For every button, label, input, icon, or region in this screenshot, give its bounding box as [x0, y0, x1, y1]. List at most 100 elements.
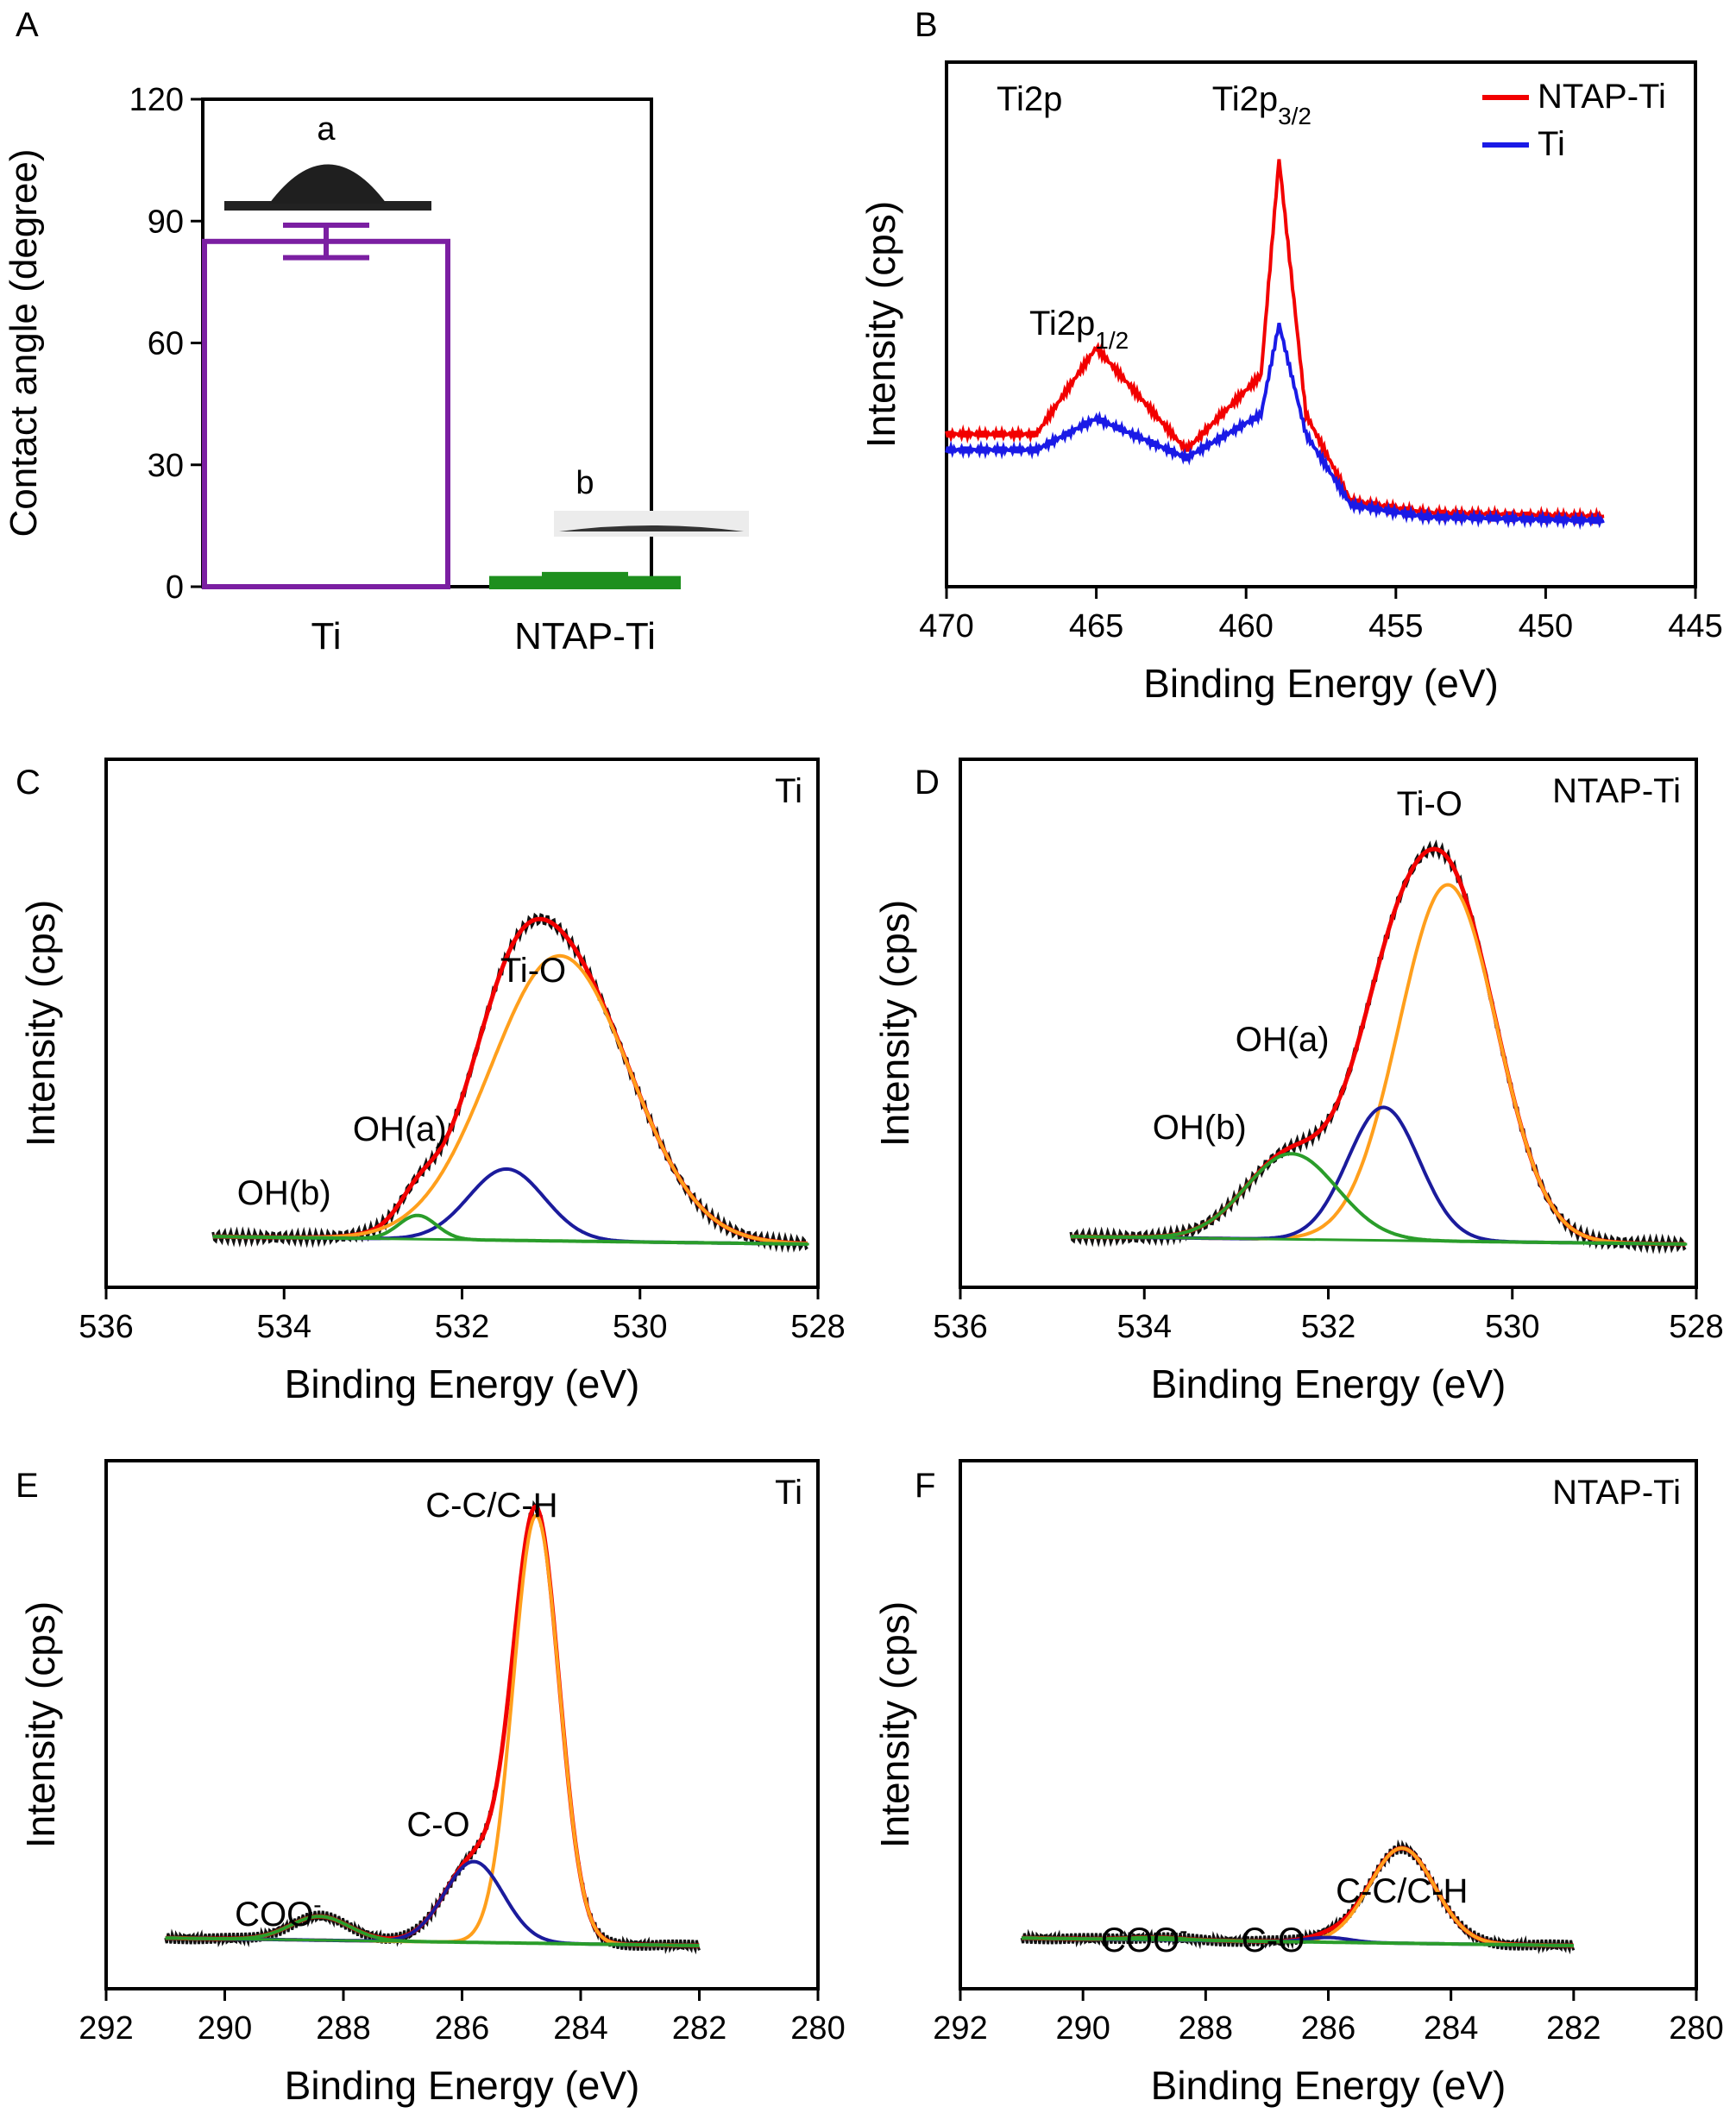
peak-label-F-1: C-O [1242, 1921, 1305, 1959]
x-category-label-Ti: Ti [311, 615, 341, 657]
series-line-Ti [945, 322, 1605, 531]
plot-frame-F [959, 1459, 1698, 1990]
fit-component-E-envelope [165, 1504, 700, 1948]
fit-component-D-envelope [1071, 846, 1686, 1247]
series-line-NTAP-Ti [945, 159, 1605, 526]
peak-label-E-2: COO- [235, 1891, 321, 1934]
x-tick-label-D-1: 534 [1117, 1309, 1172, 1345]
x-tick-label-B-2: 460 [1218, 608, 1273, 645]
peak-label-C-0: Ti-O [500, 952, 566, 990]
x-tick-label-B-0: 470 [919, 608, 973, 645]
y-tick-label-A-4: 120 [129, 82, 184, 118]
y-tick-label-A-1: 30 [148, 448, 184, 484]
x-tick-label-B-5: 445 [1668, 608, 1722, 645]
x-tick-label-F-3: 286 [1301, 2010, 1355, 2047]
y-tick-label-A-3: 90 [148, 204, 184, 240]
x-tick-label-C-2: 532 [435, 1309, 489, 1345]
x-tick-label-D-4: 528 [1669, 1309, 1723, 1345]
region-label-ti2p: Ti2p [997, 80, 1062, 118]
baseline-D [1070, 1235, 1688, 1246]
x-tick-label-F-2: 288 [1179, 2010, 1233, 2047]
x-tick-label-D-3: 530 [1485, 1309, 1539, 1345]
plot-frame-C [104, 758, 820, 1289]
panel-label-B: B [915, 6, 938, 44]
x-tick-label-D-0: 536 [933, 1309, 987, 1345]
panel-label-D: D [915, 764, 940, 802]
peak-label-E-0: C-C/C-H [425, 1487, 557, 1525]
droplet-photo-b-bg [554, 511, 749, 537]
y-axis-title-D: Intensity (cps) [872, 900, 917, 1147]
legend-label-Ti: Ti [1538, 125, 1565, 163]
baseline-F [1022, 1936, 1574, 1947]
x-tick-label-F-0: 292 [933, 2010, 987, 2047]
x-axis-title-E: Binding Energy (eV) [285, 2063, 640, 2108]
y-axis-title-C: Intensity (cps) [18, 900, 63, 1147]
y-axis-title-E: Intensity (cps) [18, 1601, 63, 1848]
x-tick-label-F-1: 290 [1055, 2010, 1110, 2047]
y-axis-title-A: Contact angle (degree) [3, 148, 45, 537]
droplet-base-a [224, 201, 431, 211]
baseline-C [212, 1235, 809, 1246]
y-axis-title-B: Intensity (cps) [859, 201, 903, 448]
panel-label-A: A [16, 6, 39, 44]
x-tick-label-E-1: 290 [198, 2010, 252, 2047]
x-tick-label-B-4: 450 [1519, 608, 1573, 645]
raw-data-E [164, 1500, 701, 1955]
peak-label-F-2: COO- [1101, 1917, 1187, 1960]
y-axis-title-F: Intensity (cps) [872, 1601, 917, 1848]
x-tick-label-E-4: 284 [553, 2010, 607, 2047]
droplet-photo-b [559, 525, 744, 531]
x-axis-title-C: Binding Energy (eV) [285, 1362, 640, 1406]
peak-label-D-2: OH(b) [1153, 1109, 1247, 1147]
peak-label-C-1: OH(a) [353, 1110, 447, 1148]
x-tick-label-C-4: 528 [790, 1309, 845, 1345]
y-tick-label-A-2: 60 [148, 326, 184, 362]
raw-data-D [1069, 839, 1687, 1255]
x-tick-label-E-3: 286 [435, 2010, 489, 2047]
x-axis-title-D: Binding Energy (eV) [1151, 1362, 1506, 1406]
annotation-a: a [317, 111, 336, 148]
peak-label-F-0: C-C/C-H [1336, 1872, 1468, 1910]
x-tick-label-F-5: 282 [1546, 2010, 1601, 2047]
peak-label-C-2: OH(b) [237, 1174, 331, 1212]
x-tick-label-E-0: 292 [79, 2010, 133, 2047]
fit-component-E-c-c-c-h [165, 1513, 700, 1947]
x-tick-label-E-2: 288 [316, 2010, 370, 2047]
x-axis-title-B: Binding Energy (eV) [1143, 661, 1499, 706]
x-tick-label-C-3: 530 [613, 1309, 667, 1345]
annotation-b: b [576, 465, 594, 501]
fit-component-D-ti-o [1071, 883, 1686, 1246]
x-tick-label-C-0: 536 [79, 1309, 133, 1345]
panel-label-E: E [16, 1467, 39, 1505]
x-tick-label-E-6: 280 [790, 2010, 845, 2047]
x-category-label-NTAP-Ti: NTAP-Ti [514, 615, 656, 657]
x-tick-label-D-2: 532 [1301, 1309, 1355, 1345]
peak-label-1-2: Ti2p1/2 [1029, 305, 1129, 354]
bar-Ti [202, 238, 450, 589]
peak-label-D-0: Ti-O [1397, 785, 1462, 823]
x-tick-label-B-1: 465 [1069, 608, 1123, 645]
x-tick-label-E-5: 282 [672, 2010, 726, 2047]
peak-label-3-2: Ti2p3/2 [1212, 80, 1311, 129]
sample-label-C: Ti [775, 772, 802, 810]
x-tick-label-F-4: 284 [1424, 2010, 1478, 2047]
x-tick-label-F-6: 280 [1669, 2010, 1723, 2047]
baseline-E [165, 1936, 700, 1947]
x-tick-label-C-1: 534 [257, 1309, 311, 1345]
peak-label-D-1: OH(a) [1236, 1021, 1330, 1059]
x-tick-label-B-3: 455 [1368, 608, 1423, 645]
plot-frame-E [104, 1459, 820, 1990]
panel-label-C: C [16, 764, 41, 802]
peak-label-E-1: C-O [406, 1806, 469, 1844]
sample-label-D: NTAP-Ti [1552, 772, 1681, 810]
y-tick-label-A-0: 0 [166, 569, 184, 606]
sample-label-E: Ti [775, 1474, 802, 1512]
legend-label-NTAP-Ti: NTAP-Ti [1538, 78, 1666, 116]
x-axis-title-F: Binding Energy (eV) [1151, 2063, 1506, 2108]
droplet-photo-a [269, 164, 387, 204]
plot-frame-B [945, 60, 1697, 588]
panel-label-F: F [915, 1467, 935, 1505]
sample-label-F: NTAP-Ti [1552, 1474, 1681, 1512]
